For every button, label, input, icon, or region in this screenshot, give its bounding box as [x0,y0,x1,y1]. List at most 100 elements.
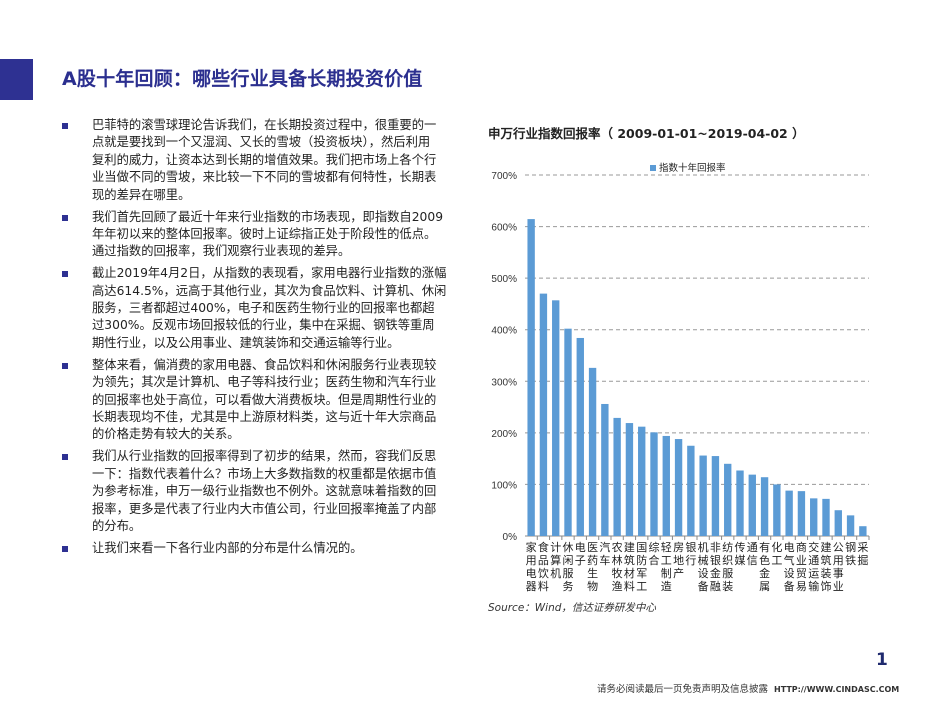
chart-title: 申万行业指数回报率（ 2009-01-01~2019-04-02 ） [488,126,805,141]
y-tick-label: 0% [503,532,518,543]
paragraph-line: 期性行业，以及公用事业、建筑装饰和交通运输等行业。 [92,335,400,350]
bar [846,515,855,536]
bullet-paragraph: 截止2019年4月2日，从指数的表现看，家用电器行业指数的涨幅 高达614.5%，… [62,265,472,352]
body-text: 巴菲特的滚雪球理论告诉我们，在长期投资过程中，很重要的一 点就是要找到一个又湿润、… [62,117,472,562]
bar [687,445,695,536]
bullet-icon [62,545,68,552]
bar [724,463,732,536]
paragraph-line: 截止2019年4月2日，从指数的表现看，家用电器行业指数的涨幅 [92,266,447,281]
bar [699,455,707,536]
paragraph-line: 长期表现均不佳，尤其是中上游原材料类，这与近十年大宗商品 [92,410,437,424]
paragraph-line: 通过指数的回报率，我们观察行业表现的差异。 [92,244,351,259]
bar [834,510,842,536]
x-tick-label: 商业贸易 [796,540,807,593]
paragraph-line: 我们从行业指数的回报率得到了初步的结果，然而，容我们反思 [92,449,437,464]
bar [588,367,597,536]
paragraph-line: 的价格走势有较大的关系。 [92,427,240,442]
x-tick-label: 采掘 [857,541,868,567]
paragraph-line: 报率，更多是代表了行业内大市值公司，行业回报率掩盖了内部 [92,501,437,516]
brand-block [0,59,33,100]
bullet-paragraph: 整体来看，偏消费的家用电器、食品饮料和休闲服务行业表现较 为领先；其次是计算机、电… [62,357,472,444]
bar-chart: 0% 100% 200% 300% 400% 500% 600% 700% 家用电器食品饮料计算… [491,162,870,593]
x-tick-label: 银行 [685,540,696,567]
y-tick-label: 100% [491,480,517,491]
footer: 请务必阅读最后一页免责声明及信息披露 HTTP://WWW.CINDASC.COM [597,681,899,695]
x-tick-label: 轻工制造 [661,540,672,593]
paragraph-line: 为领先；其次是计算机、电子等科技行业；医药生物和汽车行业 [92,375,437,390]
bullet-paragraph: 让我们来看一下各行业内部的分布是什么情况的。 [62,540,472,557]
paragraph-line: 的分布。 [92,518,142,533]
page-number: 1 [876,650,888,670]
bullet-paragraph: 巴菲特的滚雪球理论告诉我们，在长期投资过程中，很重要的一 点就是要找到一个又湿润、… [62,117,472,204]
legend-label: 指数十年回报率 [659,162,726,174]
bar [674,439,683,536]
bar [773,484,781,536]
legend-swatch [650,165,656,171]
bar [638,426,646,536]
disclaimer: 请务必阅读最后一页免责声明及信息披露 [597,684,769,695]
paragraph-line: 服务，三者都超过400%，电子和医药生物行业的回报率也都超 [92,301,435,316]
paragraph-line: 整体来看，偏消费的家用电器、食品饮料和休闲服务行业表现较 [92,357,437,372]
x-tick-label: 钢铁 [845,541,856,567]
bar [859,526,867,536]
bullet-icon [62,454,68,461]
bar [613,417,621,536]
bar [711,456,720,536]
x-tick-label: 食品饮料 [538,540,549,593]
paragraph-line: 我们首先回顾了最近十年来行业指数的市场表现，即指数自2009 [92,209,444,224]
source-note: Source：Wind，信达证券研发中心 [488,602,656,614]
bar [552,300,560,536]
bullet-paragraph: 我们首先回顾了最近十年来行业指数的市场表现，即指数自2009 年年初以来的整体回报… [62,209,472,261]
bullet-icon [62,271,68,278]
bullet-icon [62,123,68,129]
y-tick-label: 300% [491,377,517,388]
bar [785,490,793,536]
paragraph-line: 现的差异在哪里。 [92,187,191,202]
bar [736,470,744,536]
page-title: A股十年回顾：哪些行业具备长期投资价值 [62,68,423,90]
paragraph-line: 复利的威力，让资本达到长期的增值效果。我们把市场上各个行 [92,152,437,167]
bullet-icon [62,362,68,369]
x-tick-label: 交通运输 [808,540,819,593]
bar [748,474,756,536]
x-tick-label: 休闲服务 [563,541,574,593]
x-tick-label: 建筑装饰 [821,540,832,593]
paragraph-line: 高达614.5%，远高于其他行业，其次为食品饮料、计算机、休闲 [92,283,447,298]
website-link[interactable]: HTTP://WWW.CINDASC.COM [774,685,900,694]
x-tick-label: 房地产 [673,541,684,580]
paragraph-line: 点就是要找到一个又湿润、又长的雪坡（投资板块），然后利用 [92,135,431,150]
x-tick-label: 国防军工 [636,541,647,593]
bar [797,491,806,536]
paragraph-line: 巴菲特的滚雪球理论告诉我们，在长期投资过程中，很重要的一 [92,118,437,132]
paragraph-line: 的回报率也处于高位，可以看做大消费板块。但是周期性行业的 [92,392,437,407]
bar [576,337,584,536]
bar [822,498,830,536]
x-tick-label: 家用电器 [526,540,537,593]
bullet-icon [62,214,68,221]
x-tick-label: 非银金融 [710,541,721,593]
x-tick-label: 农林牧渔 [612,540,623,593]
paragraph-line: 一下：指数代表着什么？市场上大多数指数的权重都是依据市值 [92,466,437,481]
bar [760,477,769,536]
y-tick-label: 200% [491,429,517,440]
x-tick-label: 汽车 [599,540,610,567]
paragraph-line: 让我们来看一下各行业内部的分布是什么情况的。 [92,540,363,555]
bar [650,432,658,536]
bar [601,403,609,536]
bar [539,293,548,536]
x-tick-label: 通信 [747,541,758,567]
x-tick-label: 电子 [575,541,586,567]
paragraph-line: 业当做不同的雪坡，来比较一下不同的雪坡都有何特性，长期表 [92,170,437,185]
x-tick-label: 化工 [771,540,782,567]
y-tick-label: 700% [491,171,517,182]
y-tick-label: 400% [491,326,517,337]
x-tick-label: 传媒 [735,541,746,567]
y-tick-label: 600% [491,223,517,234]
x-tick-label: 综合 [649,540,660,567]
paragraph-line: 年年初以来的整体回报率。彼时上证综指正处于阶段性的低点。 [92,226,437,241]
bar [527,219,535,536]
bar [662,435,670,536]
x-tick-label: 计算机 [550,541,561,580]
x-tick-label: 公用事业 [833,541,844,593]
